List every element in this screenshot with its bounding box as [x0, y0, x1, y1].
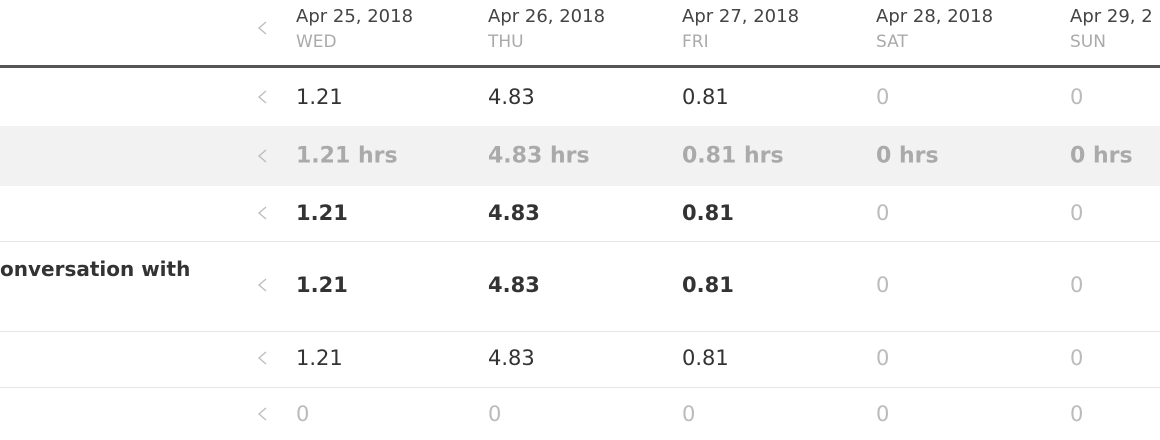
cell-value: 0	[296, 402, 310, 426]
cell-value: 0.81 hrs	[682, 143, 784, 169]
cell-value: 4.83	[488, 85, 535, 109]
cell-value: 0.81	[682, 273, 734, 297]
cell-value: 1.21 hrs	[296, 143, 398, 169]
prev-chevron[interactable]	[256, 148, 268, 164]
cell-value: 0	[1070, 273, 1084, 297]
cell-value: 4.83	[488, 273, 540, 297]
cell-value: 0	[488, 402, 502, 426]
cell-value: 4.83	[488, 346, 535, 370]
cell-value: 0.81	[682, 201, 734, 225]
column-date: Apr 28, 2018	[876, 6, 994, 27]
column-day: SUN	[1070, 32, 1106, 52]
row-rule	[0, 387, 1160, 388]
cell-value: 0 hrs	[1070, 143, 1133, 169]
cell-value: 0	[1070, 402, 1084, 426]
column-day: THU	[488, 32, 524, 52]
header-rule	[0, 65, 1160, 68]
cell-value: 0	[682, 402, 696, 426]
row-rule	[0, 241, 1160, 242]
prev-chevron[interactable]	[256, 89, 268, 105]
cell-value: 0	[876, 85, 890, 109]
prev-chevron[interactable]	[256, 350, 268, 366]
cell-value: 0	[876, 346, 890, 370]
row-rule	[0, 331, 1160, 332]
prev-chevron[interactable]	[256, 205, 268, 221]
cell-value: 4.83 hrs	[488, 143, 590, 169]
cell-value: 0.81	[682, 85, 729, 109]
cell-value: 0	[1070, 201, 1084, 225]
column-date: Apr 25, 2018	[296, 6, 414, 27]
cell-value: 0	[876, 201, 890, 225]
highlight-row-bg	[0, 126, 1160, 186]
cell-value: 4.83	[488, 201, 540, 225]
column-day: WED	[296, 32, 337, 52]
cell-value: 1.21	[296, 201, 348, 225]
cell-value: 0 hrs	[876, 143, 939, 169]
prev-chevron[interactable]	[256, 20, 268, 36]
column-day: SAT	[876, 32, 908, 52]
cell-value: 1.21	[296, 346, 343, 370]
column-date: Apr 26, 2018	[488, 6, 606, 27]
column-date: Apr 27, 2018	[682, 6, 800, 27]
cell-value: 0	[1070, 85, 1084, 109]
prev-chevron[interactable]	[256, 277, 268, 293]
cell-value: 0	[876, 273, 890, 297]
cell-value: 1.21	[296, 85, 343, 109]
column-date: Apr 29, 2	[1070, 6, 1153, 27]
cell-value: 0.81	[682, 346, 729, 370]
row-label: onversation with	[0, 257, 191, 281]
prev-chevron[interactable]	[256, 406, 268, 422]
cell-value: 0	[876, 402, 890, 426]
cell-value: 1.21	[296, 273, 348, 297]
cell-value: 0	[1070, 346, 1084, 370]
column-day: FRI	[682, 32, 709, 52]
